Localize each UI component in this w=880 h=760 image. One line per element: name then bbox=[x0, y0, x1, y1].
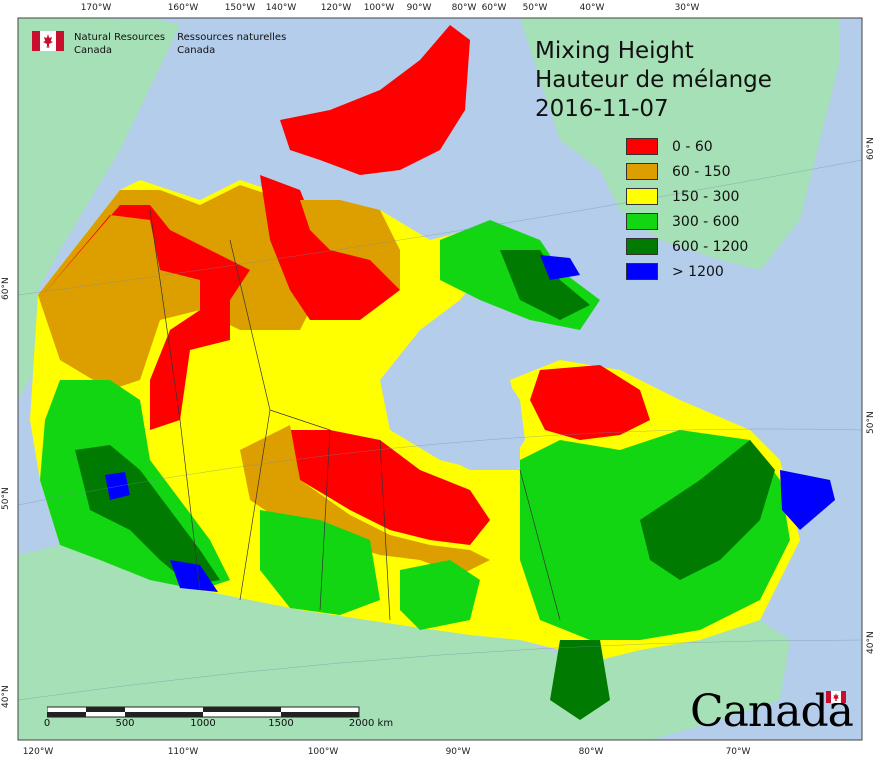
scale-label: 1500 bbox=[268, 718, 294, 729]
graticule-tick-label: 150°W bbox=[224, 3, 256, 13]
scale-label: 2000 km bbox=[348, 718, 394, 729]
org-fr-line2: Canada bbox=[177, 45, 216, 56]
zone-0-60-central bbox=[290, 430, 490, 545]
graticule-tick-label: 80°W bbox=[451, 3, 477, 13]
legend-swatch bbox=[626, 163, 658, 180]
scale-label: 1000 bbox=[190, 718, 216, 729]
zone-0-60-quebec bbox=[530, 365, 650, 440]
scale-label: 500 bbox=[115, 718, 135, 729]
legend-swatch bbox=[626, 138, 658, 155]
legend-swatch bbox=[626, 263, 658, 280]
legend-swatch bbox=[626, 238, 658, 255]
graticule-tick-label: 40°W bbox=[579, 3, 605, 13]
legend-swatch bbox=[626, 213, 658, 230]
province-borders bbox=[149, 209, 561, 621]
legend-swatch bbox=[626, 188, 658, 205]
title-date: 2016-11-07 bbox=[535, 96, 669, 122]
legend-item: > 1200 bbox=[626, 259, 748, 284]
legend-item: 300 - 600 bbox=[626, 209, 748, 234]
graticule-tick-label: 60°N bbox=[1, 277, 11, 300]
zone-60-150-arctic bbox=[300, 200, 400, 290]
graticule-tick-label: 110°W bbox=[167, 747, 199, 757]
graticule-tick-label: 50°N bbox=[1, 487, 11, 510]
zone-gt1200-baffin bbox=[540, 255, 580, 280]
zone-0-60-arctic bbox=[280, 25, 470, 175]
scale-bar-graphic bbox=[46, 706, 360, 718]
graticule-tick-label: 90°W bbox=[406, 3, 432, 13]
legend-item: 0 - 60 bbox=[626, 134, 748, 159]
graticule-tick-label: 40°N bbox=[866, 631, 876, 654]
zone-300-600-ontario bbox=[400, 560, 480, 630]
legend-label: 300 - 600 bbox=[672, 213, 740, 230]
graticule-tick-label: 70°W bbox=[725, 747, 751, 757]
graticule bbox=[17, 159, 863, 701]
hudson-bay bbox=[390, 355, 525, 470]
graticule-tick-label: 60°N bbox=[866, 137, 876, 160]
org-en-line2: Canada bbox=[74, 45, 113, 56]
graticule-tick-label: 30°W bbox=[674, 3, 700, 13]
graticule-tick-label: 50°W bbox=[522, 3, 548, 13]
graticule-tick-label: 90°W bbox=[445, 747, 471, 757]
title-en: Mixing Height bbox=[535, 38, 694, 64]
zone-600-1200-east bbox=[550, 440, 775, 720]
legend-label: 60 - 150 bbox=[672, 163, 731, 180]
alaska-land bbox=[18, 18, 180, 400]
org-name-fr: Ressources naturelles Canada bbox=[177, 31, 286, 57]
legend: 0 - 60 60 - 150 150 - 300 300 - 600 600 - 12… bbox=[626, 134, 748, 284]
graticule-tick-label: 100°W bbox=[307, 747, 339, 757]
org-fr-line1: Ressources naturelles bbox=[177, 32, 287, 43]
scale-label: 0 bbox=[43, 718, 51, 729]
legend-item: 60 - 150 bbox=[626, 159, 748, 184]
zone-300-600-prairie bbox=[260, 510, 380, 615]
org-en-line1: Natural Resources bbox=[74, 32, 166, 43]
graticule-tick-label: 60°W bbox=[481, 3, 507, 13]
greenland-land bbox=[520, 18, 840, 270]
legend-item: 150 - 300 bbox=[626, 184, 748, 209]
title-fr: Hauteur de mélange bbox=[535, 67, 772, 93]
legend-label: 150 - 300 bbox=[672, 188, 740, 205]
nrcan-signature: Natural Resources Canada Ressources natu… bbox=[32, 31, 298, 57]
graticule-tick-label: 160°W bbox=[167, 3, 199, 13]
graticule-tick-label: 40°N bbox=[1, 685, 11, 708]
graticule-tick-label: 120°W bbox=[320, 3, 352, 13]
zone-gt1200-bc bbox=[105, 472, 218, 592]
map-frame bbox=[17, 17, 863, 741]
zone-gt1200-newfoundland bbox=[780, 470, 835, 530]
org-name-en: Natural Resources Canada bbox=[74, 31, 165, 57]
graticule-tick-label: 100°W bbox=[363, 3, 395, 13]
graticule-tick-label: 50°N bbox=[866, 411, 876, 434]
legend-label: 0 - 60 bbox=[672, 138, 713, 155]
graticule-tick-label: 120°W bbox=[22, 747, 54, 757]
legend-label: 600 - 1200 bbox=[672, 238, 749, 255]
map-title: Mixing Height Hauteur de mélange 2016-11… bbox=[535, 37, 772, 124]
zone-60-150-nw bbox=[38, 185, 330, 390]
legend-item: 600 - 1200 bbox=[626, 234, 748, 259]
scale-bar: 0 500 1000 1500 2000 km bbox=[44, 705, 393, 729]
graticule-tick-label: 140°W bbox=[265, 3, 297, 13]
zone-0-60-nw bbox=[40, 205, 250, 430]
legend-label: > 1200 bbox=[672, 263, 724, 280]
wordmark-flag-icon bbox=[826, 691, 846, 703]
graticule-tick-label: 80°W bbox=[578, 747, 604, 757]
canada-flag-icon bbox=[32, 31, 64, 51]
graticule-tick-label: 170°W bbox=[80, 3, 112, 13]
zone-600-1200-baffin bbox=[500, 250, 590, 320]
